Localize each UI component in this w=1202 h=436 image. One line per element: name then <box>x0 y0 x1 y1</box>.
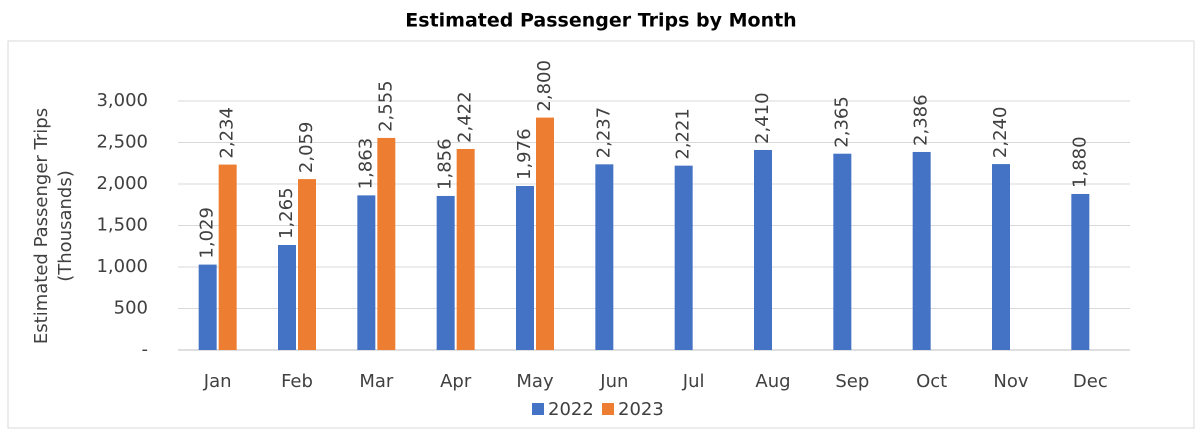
y-tick-label: 3,000 <box>96 90 148 111</box>
bar <box>456 148 475 350</box>
bar <box>436 195 455 350</box>
bar <box>754 149 772 350</box>
bar <box>298 179 316 350</box>
x-tick-label: Jan <box>203 371 232 392</box>
y-axis-label: (Thousands) <box>55 170 76 282</box>
bar <box>595 164 614 350</box>
x-tick-label: Feb <box>281 371 313 392</box>
x-tick-label: Jul <box>682 371 705 392</box>
x-tick-label: May <box>516 371 554 392</box>
data-label: 1,265 <box>276 187 297 239</box>
x-tick-label: Aug <box>755 371 790 392</box>
data-label: 1,880 <box>1069 136 1090 188</box>
legend-label: 2023 <box>618 399 664 420</box>
x-tick-label: Oct <box>916 371 947 392</box>
y-tick-label: 2,500 <box>96 132 148 153</box>
bar <box>218 164 237 350</box>
x-tick-label: Sep <box>835 371 869 392</box>
bar <box>357 195 376 350</box>
data-label: 2,234 <box>217 107 238 159</box>
data-label: 2,386 <box>911 94 932 146</box>
x-tick-label: Apr <box>440 371 472 392</box>
data-label: 2,059 <box>296 122 317 174</box>
y-tick-label: 1,000 <box>96 256 148 277</box>
x-tick-label: Mar <box>359 371 394 392</box>
legend-label: 2022 <box>548 399 594 420</box>
data-label: 1,976 <box>514 128 535 180</box>
data-label: 2,800 <box>534 60 555 112</box>
data-label: 2,365 <box>831 96 852 148</box>
data-label: 2,555 <box>375 80 396 132</box>
y-tick-label: 500 <box>114 298 148 319</box>
chart-border <box>7 40 1195 429</box>
y-tick-label: 1,500 <box>96 215 148 236</box>
data-label: 1,863 <box>355 138 376 190</box>
x-tick-label: Nov <box>993 371 1028 392</box>
data-label: 2,410 <box>752 92 773 144</box>
bar <box>1071 193 1090 350</box>
data-label: 2,221 <box>673 108 694 160</box>
y-tick-label: - <box>142 339 149 360</box>
x-tick-label: Dec <box>1073 371 1108 392</box>
legend-swatch <box>602 403 614 415</box>
y-tick-label: 2,000 <box>96 173 148 194</box>
data-label: 2,237 <box>593 107 614 159</box>
legend-swatch <box>532 403 544 415</box>
data-label: 2,422 <box>455 91 476 143</box>
bar <box>833 153 852 350</box>
bar <box>912 151 931 350</box>
bar <box>516 185 534 350</box>
bar <box>198 264 217 350</box>
bar <box>674 165 693 350</box>
chart-title: Estimated Passenger Trips by Month <box>405 10 796 32</box>
bar <box>377 137 396 350</box>
data-label: 1,856 <box>435 138 456 190</box>
bar <box>536 117 554 350</box>
bar <box>278 245 296 350</box>
x-tick-label: Jun <box>599 371 628 392</box>
data-label: 1,029 <box>197 207 218 259</box>
bar <box>992 164 1010 350</box>
data-label: 2,240 <box>990 107 1011 159</box>
y-axis-label: Estimated Passenger Trips <box>31 108 52 344</box>
